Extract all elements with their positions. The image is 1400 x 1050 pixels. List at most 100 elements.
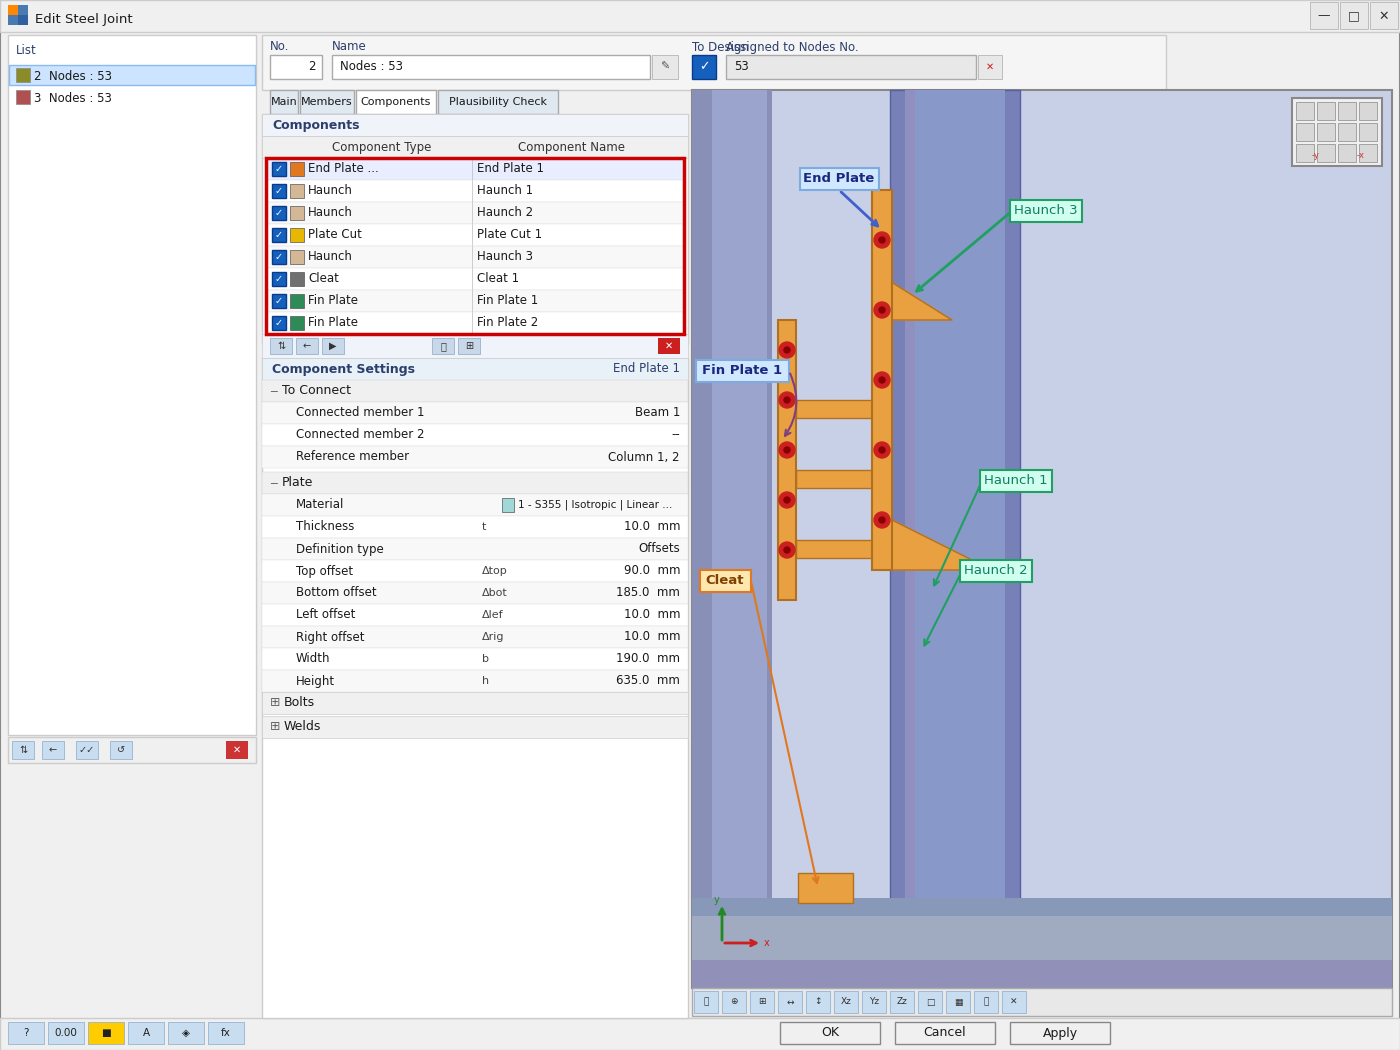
Bar bbox=[692, 90, 771, 988]
Circle shape bbox=[879, 517, 885, 523]
Bar bbox=[262, 716, 687, 738]
Text: Plausibility Check: Plausibility Check bbox=[449, 97, 547, 107]
Bar bbox=[262, 334, 687, 358]
Bar bbox=[778, 320, 797, 600]
Circle shape bbox=[784, 447, 790, 453]
Bar bbox=[272, 294, 286, 308]
Bar bbox=[692, 898, 1392, 916]
Bar bbox=[8, 5, 28, 25]
Bar bbox=[1292, 98, 1382, 166]
Text: Edit Steel Joint: Edit Steel Joint bbox=[35, 14, 133, 26]
Bar bbox=[267, 202, 683, 224]
Text: t: t bbox=[482, 522, 486, 532]
Bar bbox=[980, 470, 1051, 492]
Text: Component Name: Component Name bbox=[518, 141, 626, 153]
Bar bbox=[1338, 144, 1357, 162]
Text: □: □ bbox=[925, 998, 934, 1007]
Bar bbox=[267, 224, 683, 246]
Bar bbox=[1359, 144, 1378, 162]
Text: ✓: ✓ bbox=[274, 252, 283, 262]
Bar bbox=[272, 184, 286, 198]
Polygon shape bbox=[872, 270, 952, 320]
Bar bbox=[262, 114, 687, 344]
Circle shape bbox=[874, 512, 890, 528]
Bar bbox=[797, 540, 872, 558]
Bar bbox=[48, 1022, 84, 1044]
Text: To Connect: To Connect bbox=[281, 384, 351, 398]
Text: 190.0  mm: 190.0 mm bbox=[616, 652, 680, 666]
Text: 3  Nodes : 53: 3 Nodes : 53 bbox=[34, 91, 112, 105]
Text: 53: 53 bbox=[734, 61, 749, 74]
Bar bbox=[290, 316, 304, 330]
Text: No.: No. bbox=[270, 41, 290, 54]
Bar bbox=[904, 90, 1005, 988]
Circle shape bbox=[879, 377, 885, 383]
Text: Definition type: Definition type bbox=[295, 543, 384, 555]
Bar bbox=[696, 360, 790, 382]
Bar bbox=[267, 158, 683, 180]
Text: 💾: 💾 bbox=[440, 341, 447, 351]
Text: 635.0  mm: 635.0 mm bbox=[616, 674, 680, 688]
Bar bbox=[692, 90, 1392, 988]
Text: Fin Plate 1: Fin Plate 1 bbox=[477, 294, 538, 308]
Text: ↺: ↺ bbox=[118, 746, 125, 755]
Text: Haunch: Haunch bbox=[308, 185, 353, 197]
Text: Component Type: Component Type bbox=[332, 141, 431, 153]
Bar bbox=[13, 741, 34, 759]
Text: ✕: ✕ bbox=[986, 62, 994, 72]
Text: ─: ─ bbox=[270, 478, 277, 488]
Text: Components: Components bbox=[272, 119, 360, 131]
Text: 10.0  mm: 10.0 mm bbox=[623, 609, 680, 622]
Bar bbox=[8, 1022, 43, 1044]
Bar bbox=[262, 516, 687, 538]
Bar bbox=[322, 338, 344, 354]
Text: Connected member 2: Connected member 2 bbox=[295, 428, 424, 441]
Bar bbox=[979, 55, 1002, 79]
Text: -y: -y bbox=[1312, 151, 1320, 161]
Bar bbox=[295, 338, 318, 354]
Bar bbox=[1371, 2, 1399, 29]
Text: ✓: ✓ bbox=[274, 318, 283, 328]
Bar bbox=[262, 604, 687, 626]
Bar bbox=[262, 380, 687, 402]
Text: Nodes : 53: Nodes : 53 bbox=[340, 61, 403, 74]
Bar bbox=[262, 136, 687, 158]
Circle shape bbox=[784, 547, 790, 553]
Circle shape bbox=[874, 302, 890, 318]
Bar bbox=[266, 158, 685, 334]
Text: Haunch: Haunch bbox=[308, 207, 353, 219]
Text: ◈: ◈ bbox=[182, 1028, 190, 1038]
Bar bbox=[694, 991, 718, 1013]
Bar bbox=[270, 55, 322, 79]
Text: ↔: ↔ bbox=[787, 998, 794, 1007]
Bar bbox=[272, 316, 286, 330]
Text: 0.00: 0.00 bbox=[55, 1028, 77, 1038]
Bar bbox=[209, 1022, 244, 1044]
Text: ⊞: ⊞ bbox=[270, 696, 280, 710]
Text: ←: ← bbox=[49, 746, 57, 755]
Bar bbox=[1009, 1022, 1110, 1044]
Text: Bolts: Bolts bbox=[284, 696, 315, 710]
Bar bbox=[778, 991, 802, 1013]
Bar bbox=[267, 268, 683, 290]
Bar bbox=[290, 272, 304, 286]
Text: OK: OK bbox=[820, 1027, 839, 1040]
Bar bbox=[356, 90, 435, 114]
Bar bbox=[503, 498, 514, 512]
Bar bbox=[1338, 102, 1357, 120]
Bar bbox=[890, 90, 1021, 988]
Text: ✓: ✓ bbox=[274, 296, 283, 306]
Text: Fin Plate: Fin Plate bbox=[308, 294, 358, 308]
Bar bbox=[267, 246, 683, 268]
Bar bbox=[15, 68, 29, 82]
Bar bbox=[1296, 102, 1315, 120]
Text: ✎: ✎ bbox=[661, 62, 669, 72]
Text: Material: Material bbox=[295, 499, 344, 511]
Text: ✓: ✓ bbox=[274, 230, 283, 240]
Text: ✕: ✕ bbox=[1379, 9, 1389, 22]
Text: 1 - S355 | Isotropic | Linear ...: 1 - S355 | Isotropic | Linear ... bbox=[518, 500, 672, 510]
Text: Δbot: Δbot bbox=[482, 588, 508, 598]
Bar bbox=[272, 272, 286, 286]
Bar bbox=[1002, 991, 1026, 1013]
Text: ?: ? bbox=[24, 1028, 29, 1038]
